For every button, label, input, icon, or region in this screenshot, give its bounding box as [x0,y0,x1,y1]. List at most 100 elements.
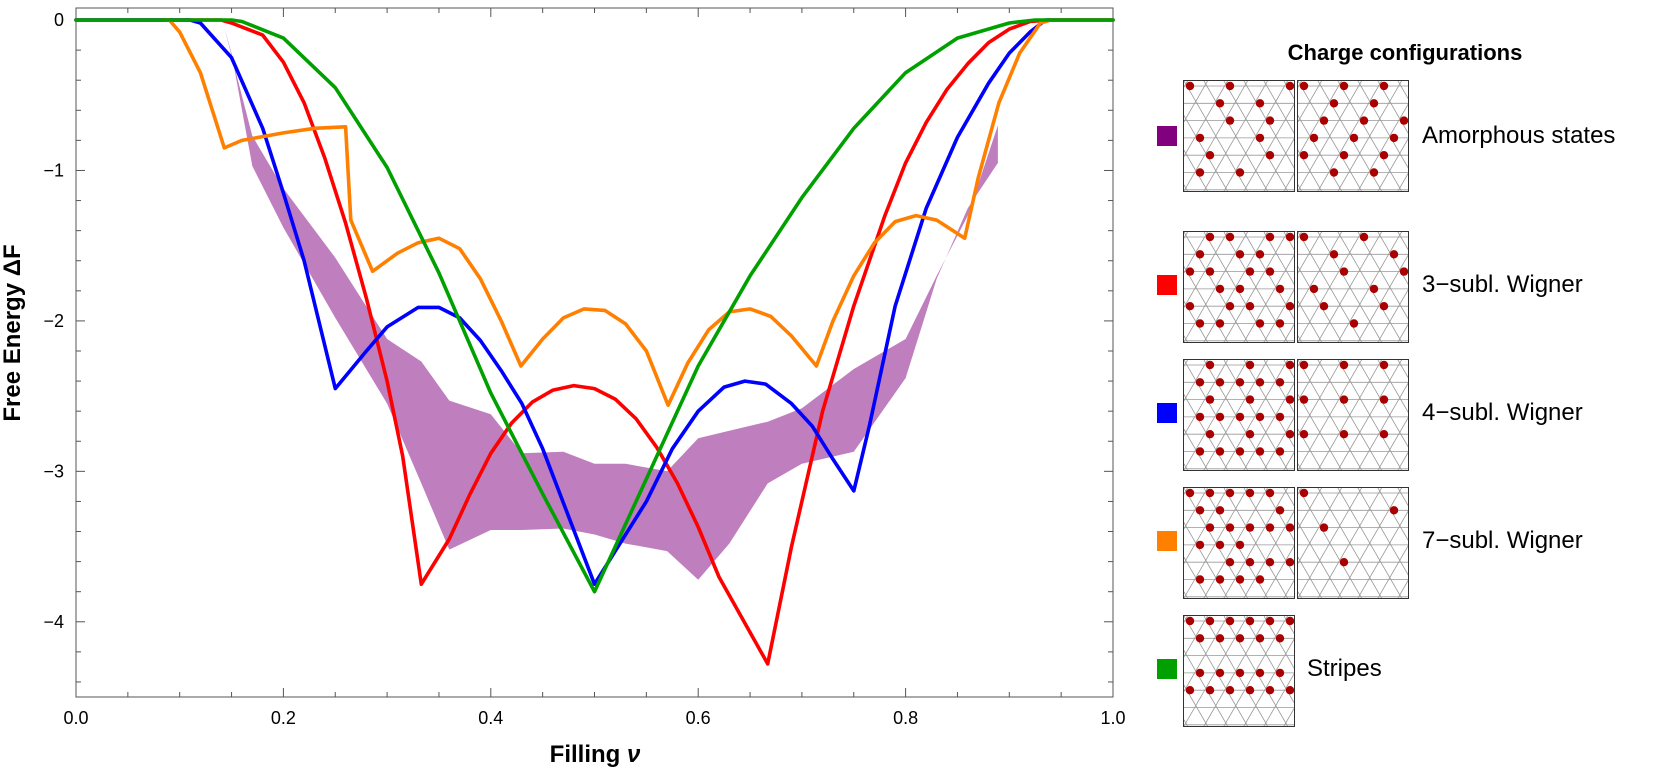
legend-label-7-subl: 7−subl. Wigner [1422,527,1583,554]
charge-site [1255,378,1265,387]
lattice-line [1184,360,1248,470]
lattice-line [1357,360,1408,448]
charge-site [1319,523,1329,532]
lattice-line [1283,488,1294,507]
lattice-line [1283,172,1294,191]
lattice-line [1298,81,1302,88]
charge-site [1195,378,1205,387]
charge-site [1215,634,1225,643]
lattice-line [1223,81,1288,191]
charge-site [1245,395,1255,404]
lattice-line [1263,360,1294,413]
charge-site [1339,430,1349,439]
charge-site [1235,668,1245,678]
lattice-line [1243,254,1294,342]
lattice-line [1184,81,1208,123]
lattice-line [1243,510,1294,598]
charge-site [1319,302,1329,311]
lattice-line [1184,81,1248,191]
charge-site [1285,302,1294,311]
x-tick-label: 0.8 [893,708,918,728]
charge-site [1215,447,1225,456]
charge-site [1275,634,1285,643]
series-line-7-subl-wigner [162,18,1115,407]
charge-site [1329,250,1339,259]
charge-site [1339,395,1349,404]
y-tick-label: −3 [43,461,64,481]
x-axis-label-text: Filling [550,741,627,768]
charge-site [1185,81,1195,91]
legend-label-amorphous: Amorphous states [1422,122,1616,149]
lattice-line [1357,510,1408,598]
lattice-line [1317,232,1382,342]
charge-site [1195,250,1205,259]
lattice-line [1377,360,1408,413]
legend-title: Charge configurations [1287,40,1523,65]
lattice-line [1283,451,1294,470]
lattice-line [1184,719,1188,726]
lattice-line [1298,463,1302,470]
lattice-line [1263,545,1294,598]
lattice-line [1184,463,1188,470]
charge-site [1195,575,1205,584]
lattice-line [1317,360,1382,470]
charge-site [1359,116,1369,125]
x-tick-label: 1.0 [1100,708,1125,728]
legend-label-3-subl: 3−subl. Wigner [1422,271,1583,298]
charge-site [1235,250,1245,259]
charge-site [1265,116,1275,125]
lattice-line [1298,488,1342,565]
lattice-line [1357,382,1408,470]
charge-site [1329,99,1339,108]
lattice-line [1243,81,1294,169]
charge-site [1225,558,1235,567]
lattice-line [1243,488,1294,576]
charge-site [1205,267,1215,276]
lattice-line [1184,232,1248,342]
lattice-line [1203,81,1268,191]
charge-site [1205,488,1215,498]
config-panel-4-subl-1 [1183,359,1295,471]
charge-site [1265,267,1275,276]
charge-site [1215,319,1225,328]
charge-site [1225,81,1235,91]
lattice-line [1184,616,1208,658]
charge-site [1205,616,1215,626]
lattice-line [1298,360,1342,437]
charge-site [1339,360,1349,370]
charge-site [1205,151,1215,160]
lattice-line [1298,360,1302,367]
lattice-line [1337,360,1402,470]
lattice-line [1298,81,1322,123]
charge-site [1309,284,1319,294]
lattice-line [1298,81,1342,158]
charge-site [1339,267,1349,276]
charge-site [1195,540,1205,550]
lattice-line [1317,488,1382,598]
lattice-line [1203,360,1268,470]
charge-site [1195,447,1205,456]
lattice-line [1263,138,1294,191]
config-panel-3-subl-2 [1297,231,1409,343]
charge-site [1245,302,1255,311]
charge-site [1255,447,1265,456]
lattice-line [1337,81,1402,191]
lattice-line [1298,232,1302,239]
charge-site [1379,302,1389,311]
lattice-line [1377,289,1408,342]
charge-site [1195,634,1205,643]
charge-site [1215,668,1225,678]
lattice-line [1184,360,1208,402]
charge-site [1349,319,1359,328]
lattice-line [1283,707,1294,726]
charge-site [1235,284,1245,294]
lattice-line [1184,616,1188,623]
charge-site [1255,412,1265,422]
charge-site [1245,616,1255,626]
config-panel-amorphous-1 [1183,80,1295,192]
charge-site [1275,447,1285,456]
lattice-line [1357,103,1408,191]
lattice-line [1263,488,1294,541]
x-tick-label: 0.6 [686,708,711,728]
lattice-line [1397,360,1408,379]
